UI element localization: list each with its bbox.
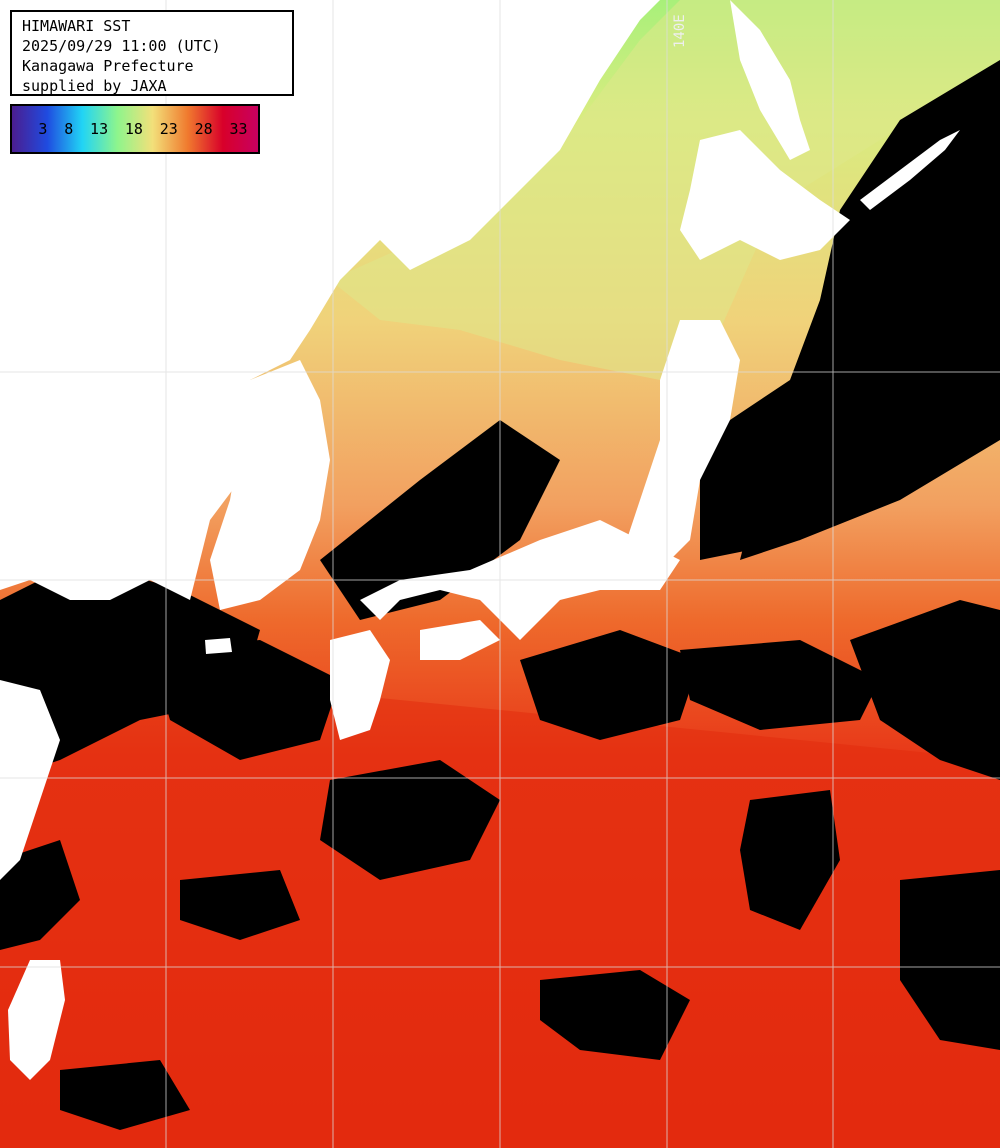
- longitude-label: 140E: [672, 14, 688, 48]
- cloud-south-2: [520, 630, 700, 740]
- colorbar-tick: 28: [194, 120, 213, 138]
- land-taiwan: [8, 960, 65, 1080]
- cloud-south-5: [540, 970, 690, 1060]
- colorbar-tick: 13: [90, 120, 109, 138]
- cloud-southeast-2: [850, 600, 1000, 780]
- land-kuril: [860, 130, 960, 210]
- temperature-colorbar: 3 8 13 18 23 28 33: [10, 104, 260, 154]
- cloud-east-2: [740, 330, 1000, 560]
- cloud-china-coast: [0, 840, 80, 950]
- colorbar-tick: 23: [159, 120, 178, 138]
- cloud-south-4: [740, 790, 840, 930]
- cloud-south-3: [680, 640, 880, 730]
- source-line: supplied by JAXA: [22, 77, 167, 95]
- land-shandong: [0, 420, 150, 520]
- info-box: HIMAWARI SST 2025/09/29 11:00 (UTC) Kana…: [10, 10, 294, 96]
- cloud-southeast: [900, 870, 1000, 1050]
- land-kyushu: [330, 630, 390, 740]
- land-china-coast: [0, 680, 60, 880]
- land-honshu-north: [620, 320, 740, 570]
- land-shikoku: [420, 620, 500, 660]
- timestamp-line: 2025/09/29 11:00 (UTC): [22, 37, 221, 55]
- land-korea: [210, 360, 330, 610]
- cloud-south-1: [320, 760, 500, 880]
- colorbar-tick: 8: [64, 120, 74, 138]
- colorbar-tick: 3: [38, 120, 48, 138]
- colorbar-tick: 33: [229, 120, 248, 138]
- cloud-south-6: [60, 1060, 190, 1130]
- title-line: HIMAWARI SST: [22, 17, 131, 35]
- colorbar-tick: 18: [124, 120, 143, 138]
- cloud-kyushu: [150, 640, 340, 760]
- region-line: Kanagawa Prefecture: [22, 57, 194, 75]
- cloud-south-7: [180, 870, 300, 940]
- land-sakhalin: [730, 0, 810, 160]
- land-jeju: [205, 638, 232, 654]
- land-hokkaido: [680, 130, 850, 260]
- cloud-west-sea: [0, 560, 260, 780]
